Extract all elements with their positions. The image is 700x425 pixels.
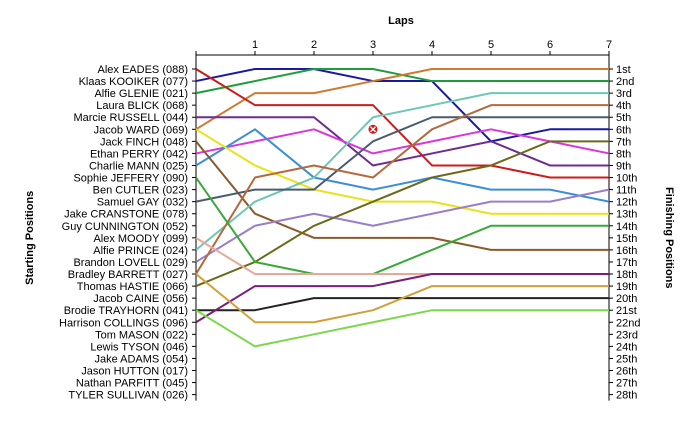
starting-driver-label: Ben CUTLER (023) xyxy=(93,185,188,197)
finishing-position-label: 8th xyxy=(616,148,631,160)
starting-driver-label: Harrison COLLINGS (096) xyxy=(59,317,188,329)
driver-line-4 xyxy=(195,68,609,179)
finishing-position-label: 10th xyxy=(616,173,637,185)
starting-driver-label: Jack FINCH (048) xyxy=(100,136,188,148)
driver-line-11 xyxy=(195,116,609,203)
finishing-position-label: 11th xyxy=(616,185,637,197)
starting-driver-label: Jason HUTTON (017) xyxy=(81,366,188,378)
finishing-position-label: 6th xyxy=(616,124,631,136)
starting-driver-label: Ethan PERRY (042) xyxy=(90,148,188,160)
finishing-position-label: 28th xyxy=(616,390,637,402)
driver-line-17 xyxy=(195,236,609,276)
starting-driver-label: Charlie MANN (025) xyxy=(89,160,188,172)
lap-tick-label: 5 xyxy=(488,39,494,51)
finishing-position-label: 4th xyxy=(616,100,631,112)
finishing-position-label: 18th xyxy=(616,269,637,281)
driver-line-19 xyxy=(195,273,609,324)
finishing-position-label: 24th xyxy=(616,341,637,353)
finishing-position-label: 1st xyxy=(616,64,631,76)
starting-driver-label: Klaas KOOIKER (077) xyxy=(79,76,188,88)
driver-line-8 xyxy=(195,128,609,215)
starting-driver-label: Alfie PRINCE (024) xyxy=(93,245,188,257)
finishing-position-label: 12th xyxy=(616,197,637,209)
starting-driver-label: Thomas HASTIE (066) xyxy=(77,281,188,293)
starting-driver-label: Brandon LOVELL (029) xyxy=(73,257,188,269)
starting-driver-label: Brodie TRAYHORN (041) xyxy=(64,305,188,317)
finishing-position-label: 19th xyxy=(616,281,637,293)
starting-driver-label: Sophie JEFFERY (090) xyxy=(73,173,188,185)
finishing-position-label: 14th xyxy=(616,221,637,233)
finishing-position-label: 27th xyxy=(616,378,637,390)
starting-driver-label: Samuel GAY (032) xyxy=(97,197,188,209)
finishing-position-label: 5th xyxy=(616,112,631,124)
finishing-position-label: 20th xyxy=(616,293,637,305)
driver-line-13 xyxy=(195,104,609,275)
driver-line-15 xyxy=(195,176,609,276)
lap-tick-label: 1 xyxy=(252,39,258,51)
starting-driver-label: Alex EADES (088) xyxy=(98,64,188,76)
starting-driver-label: Jacob CAINE (056) xyxy=(93,293,188,305)
driver-line-16 xyxy=(196,297,609,312)
finishing-position-label: 23rd xyxy=(616,329,638,341)
starting-driver-label: Laura BLICK (068) xyxy=(96,100,188,112)
finishing-position-label: 2nd xyxy=(616,76,634,88)
driver-line-9 xyxy=(195,140,609,251)
starting-driver-label: Nathan PARFITT (045) xyxy=(76,378,188,390)
finishing-position-label: 17th xyxy=(616,257,637,269)
chart-axes: 1 2 3 4 5 6 7 xyxy=(192,39,613,401)
starting-driver-label: Guy CUNNINGTON (052) xyxy=(62,221,188,233)
driver-line-6 xyxy=(195,128,610,155)
labels-layer: Alex EADES (088)Klaas KOOIKER (077)Alfie… xyxy=(59,64,640,402)
starting-driver-label: Marcie RUSSELL (044) xyxy=(73,112,188,124)
lap-tick-label: 4 xyxy=(429,39,435,51)
starting-driver-label: Alfie GLENIE (021) xyxy=(94,88,188,100)
driver-line-7 xyxy=(195,128,610,203)
driver-line-5 xyxy=(196,116,609,167)
driver-line-1 xyxy=(195,68,609,143)
lap-tick-label: 3 xyxy=(370,39,376,51)
driver-line-3 xyxy=(195,68,609,131)
starting-driver-label: Bradley BARRETT (027) xyxy=(68,269,188,281)
finishing-position-label: 7th xyxy=(616,136,631,148)
finishing-position-label: 22nd xyxy=(616,317,640,329)
starting-driver-label: TYLER SULLIVAN (026) xyxy=(68,390,188,402)
lap-tick-label: 7 xyxy=(606,39,612,51)
starting-driver-label: Tom MASON (022) xyxy=(95,329,188,341)
lap-tick-label: 6 xyxy=(547,39,553,51)
y-axis-title-left: Starting Positions xyxy=(24,191,36,285)
driver-line-10 xyxy=(195,92,609,251)
starting-driver-label: Jake CRANSTONE (078) xyxy=(64,209,188,221)
starting-driver-label: Alex MOODY (099) xyxy=(93,233,188,245)
y-axis-title-right: Finishing Positions xyxy=(663,187,675,288)
finishing-position-label: 13th xyxy=(616,209,637,221)
driver-line-18 xyxy=(195,273,609,324)
retirement-marker-cross xyxy=(370,126,376,133)
finishing-position-label: 15th xyxy=(616,233,637,245)
driver-line-14 xyxy=(195,140,609,288)
starting-driver-label: Jacob WARD (069) xyxy=(94,124,188,136)
driver-line-12 xyxy=(195,188,610,263)
lap-tick-label: 2 xyxy=(311,39,317,51)
driver-line-20 xyxy=(195,309,609,348)
starting-driver-label: Lewis TYSON (046) xyxy=(90,341,188,353)
finishing-position-label: 16th xyxy=(616,245,637,257)
finishing-position-label: 26th xyxy=(616,366,637,378)
finishing-position-label: 25th xyxy=(616,353,637,365)
finishing-position-label: 9th xyxy=(616,160,631,172)
finishing-position-label: 3rd xyxy=(616,88,632,100)
chart-title: Laps xyxy=(388,15,414,27)
finishing-position-label: 21st xyxy=(616,305,637,317)
starting-driver-label: Jake ADAMS (054) xyxy=(94,353,188,365)
series-layer xyxy=(195,68,610,348)
